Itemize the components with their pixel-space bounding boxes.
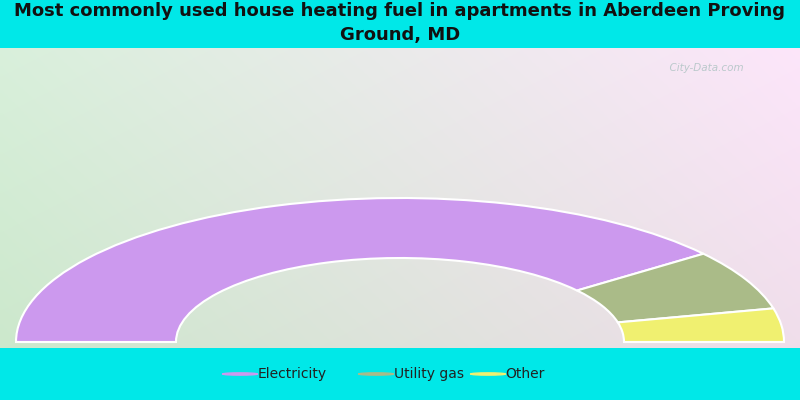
Wedge shape bbox=[618, 308, 784, 342]
Wedge shape bbox=[16, 198, 703, 342]
Text: Other: Other bbox=[506, 367, 545, 381]
Wedge shape bbox=[577, 254, 774, 322]
Text: Electricity: Electricity bbox=[258, 367, 326, 381]
Circle shape bbox=[470, 373, 506, 375]
Circle shape bbox=[222, 373, 258, 375]
Text: Utility gas: Utility gas bbox=[394, 367, 464, 381]
Text: City-Data.com: City-Data.com bbox=[663, 63, 744, 73]
Circle shape bbox=[358, 373, 394, 375]
Text: Most commonly used house heating fuel in apartments in Aberdeen Proving
Ground, : Most commonly used house heating fuel in… bbox=[14, 2, 786, 44]
